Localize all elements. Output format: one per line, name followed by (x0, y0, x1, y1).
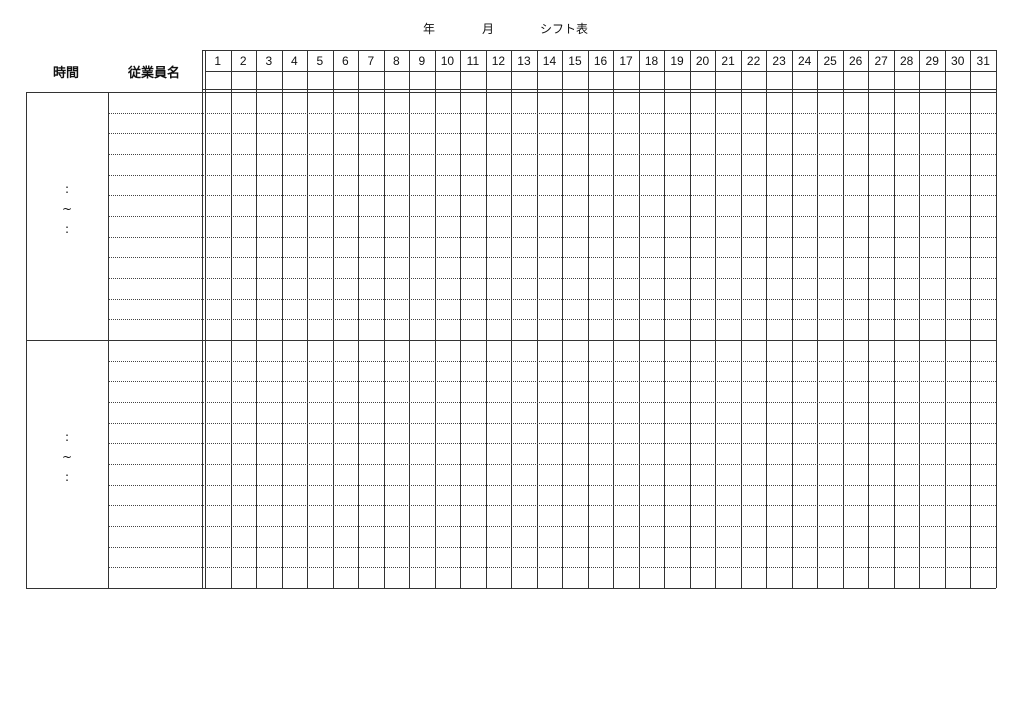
row-divider (109, 567, 996, 568)
day-header-25: 25 (823, 54, 837, 68)
header-top-border (203, 50, 996, 51)
day-header-30: 30 (951, 54, 965, 68)
day-header-19: 19 (670, 54, 684, 68)
day-header-10: 10 (440, 54, 455, 68)
day-header-5: 5 (316, 54, 324, 68)
day-header-26: 26 (848, 54, 863, 68)
time-end-label: : (64, 222, 70, 236)
time-separator-label: ~ (61, 202, 73, 216)
time-separator-label: ~ (61, 450, 73, 464)
row-divider (109, 443, 996, 444)
day-header-16: 16 (593, 54, 608, 68)
time-start-label: : (64, 430, 70, 444)
day-header-23: 23 (772, 54, 786, 68)
row-divider (109, 154, 996, 155)
row-divider (109, 423, 996, 424)
day-header-20: 20 (695, 54, 710, 68)
row-divider (109, 381, 996, 382)
title-month-label: 月 (482, 22, 495, 36)
day-header-31: 31 (976, 54, 990, 68)
row-divider (109, 257, 996, 258)
day-header-21: 21 (721, 54, 735, 68)
day-header-17: 17 (619, 54, 633, 68)
time-column-header: 時間 (53, 66, 80, 81)
employee-column-header: 従業員名 (128, 66, 181, 81)
day-header-24: 24 (797, 54, 812, 68)
day-column-divider (996, 50, 997, 588)
day-header-15: 15 (568, 54, 582, 68)
row-divider (109, 133, 996, 134)
row-divider (109, 526, 996, 527)
day-header-2: 2 (239, 54, 247, 68)
day-header-14: 14 (542, 54, 557, 68)
row-divider (109, 113, 996, 114)
header-row-divider (205, 71, 996, 72)
day-header-22: 22 (746, 54, 761, 68)
row-divider (109, 299, 996, 300)
row-divider (109, 464, 996, 465)
header-bottom-border (203, 89, 996, 90)
time-end-label: : (64, 470, 70, 484)
day-header-7: 7 (367, 54, 375, 68)
row-divider (109, 278, 996, 279)
row-divider (109, 216, 996, 217)
day-header-13: 13 (517, 54, 531, 68)
day-header-8: 8 (393, 54, 400, 68)
day-header-28: 28 (900, 54, 914, 68)
day-header-4: 4 (290, 54, 298, 68)
page-title: シフト表 (540, 22, 589, 36)
day-header-18: 18 (644, 54, 659, 68)
row-divider (109, 505, 996, 506)
row-divider (109, 402, 996, 403)
day-header-6: 6 (341, 54, 349, 68)
time-name-divider (108, 92, 109, 588)
row-divider (109, 319, 996, 320)
day-header-29: 29 (925, 54, 939, 68)
time-start-label: : (64, 182, 70, 196)
day-header-27: 27 (874, 54, 888, 68)
row-divider (109, 485, 996, 486)
day-header-12: 12 (491, 54, 506, 68)
row-divider (109, 175, 996, 176)
body-bottom-border (26, 588, 996, 589)
day-header-1: 1 (214, 54, 222, 68)
day-header-11: 11 (466, 54, 480, 68)
row-divider (109, 547, 996, 548)
row-divider (109, 237, 996, 238)
left-border (26, 92, 27, 588)
title-year-label: 年 (423, 22, 436, 36)
day-header-3: 3 (265, 54, 273, 68)
day-header-9: 9 (418, 54, 426, 68)
row-divider (109, 361, 996, 362)
row-divider (109, 195, 996, 196)
